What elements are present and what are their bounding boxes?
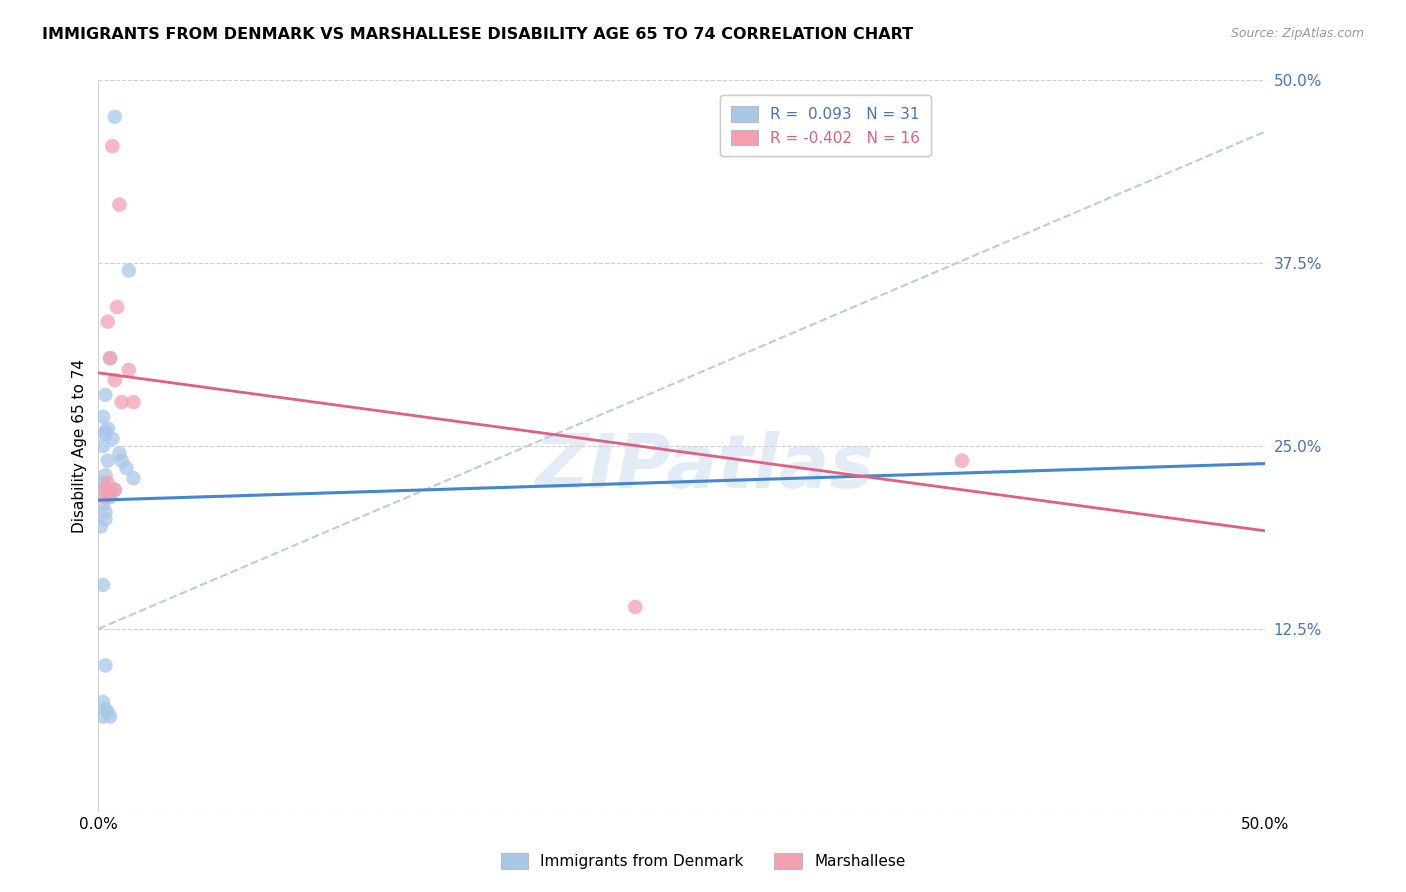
Point [91, 695, 114, 709]
Point [97, 315, 120, 329]
Point [108, 446, 131, 460]
Point [94, 512, 117, 526]
Point [101, 139, 124, 153]
Legend: Immigrants from Denmark, Marshallese: Immigrants from Denmark, Marshallese [495, 847, 911, 875]
Point [118, 363, 141, 377]
Point [90, 483, 112, 497]
Point [94, 468, 117, 483]
Point [98, 351, 121, 366]
Point [94, 388, 117, 402]
Point [94, 427, 117, 442]
Point [950, 453, 973, 467]
Point [91, 439, 114, 453]
Text: IMMIGRANTS FROM DENMARK VS MARSHALLESE DISABILITY AGE 65 TO 74 CORRELATION CHART: IMMIGRANTS FROM DENMARK VS MARSHALLESE D… [42, 27, 914, 42]
Point [111, 453, 134, 467]
Point [98, 490, 121, 504]
Point [624, 599, 647, 614]
Y-axis label: Disability Age 65 to 74: Disability Age 65 to 74 [72, 359, 87, 533]
Point [98, 485, 121, 500]
Point [94, 483, 117, 497]
Point [94, 505, 117, 519]
Point [104, 373, 127, 387]
Point [91, 709, 114, 723]
Point [101, 432, 124, 446]
Point [104, 110, 127, 124]
Point [104, 483, 127, 497]
Point [98, 351, 121, 366]
Point [97, 421, 120, 435]
Point [98, 709, 121, 723]
Legend: R =  0.093   N = 31, R = -0.402   N = 16: R = 0.093 N = 31, R = -0.402 N = 16 [720, 95, 931, 156]
Point [91, 498, 114, 512]
Point [94, 490, 117, 504]
Point [122, 471, 145, 485]
Point [94, 425, 117, 439]
Point [122, 395, 145, 409]
Point [97, 705, 120, 719]
Point [105, 300, 128, 314]
Text: Source: ZipAtlas.com: Source: ZipAtlas.com [1230, 27, 1364, 40]
Point [91, 475, 114, 490]
Point [108, 197, 131, 211]
Point [118, 263, 141, 277]
Text: ZIPatlas: ZIPatlas [536, 432, 876, 505]
Point [91, 578, 114, 592]
Point [97, 453, 120, 467]
Point [97, 475, 120, 490]
Point [111, 395, 134, 409]
Point [91, 409, 114, 424]
Point [90, 519, 112, 533]
Point [104, 483, 127, 497]
Point [115, 461, 138, 475]
Point [94, 702, 117, 716]
Point [94, 658, 117, 673]
